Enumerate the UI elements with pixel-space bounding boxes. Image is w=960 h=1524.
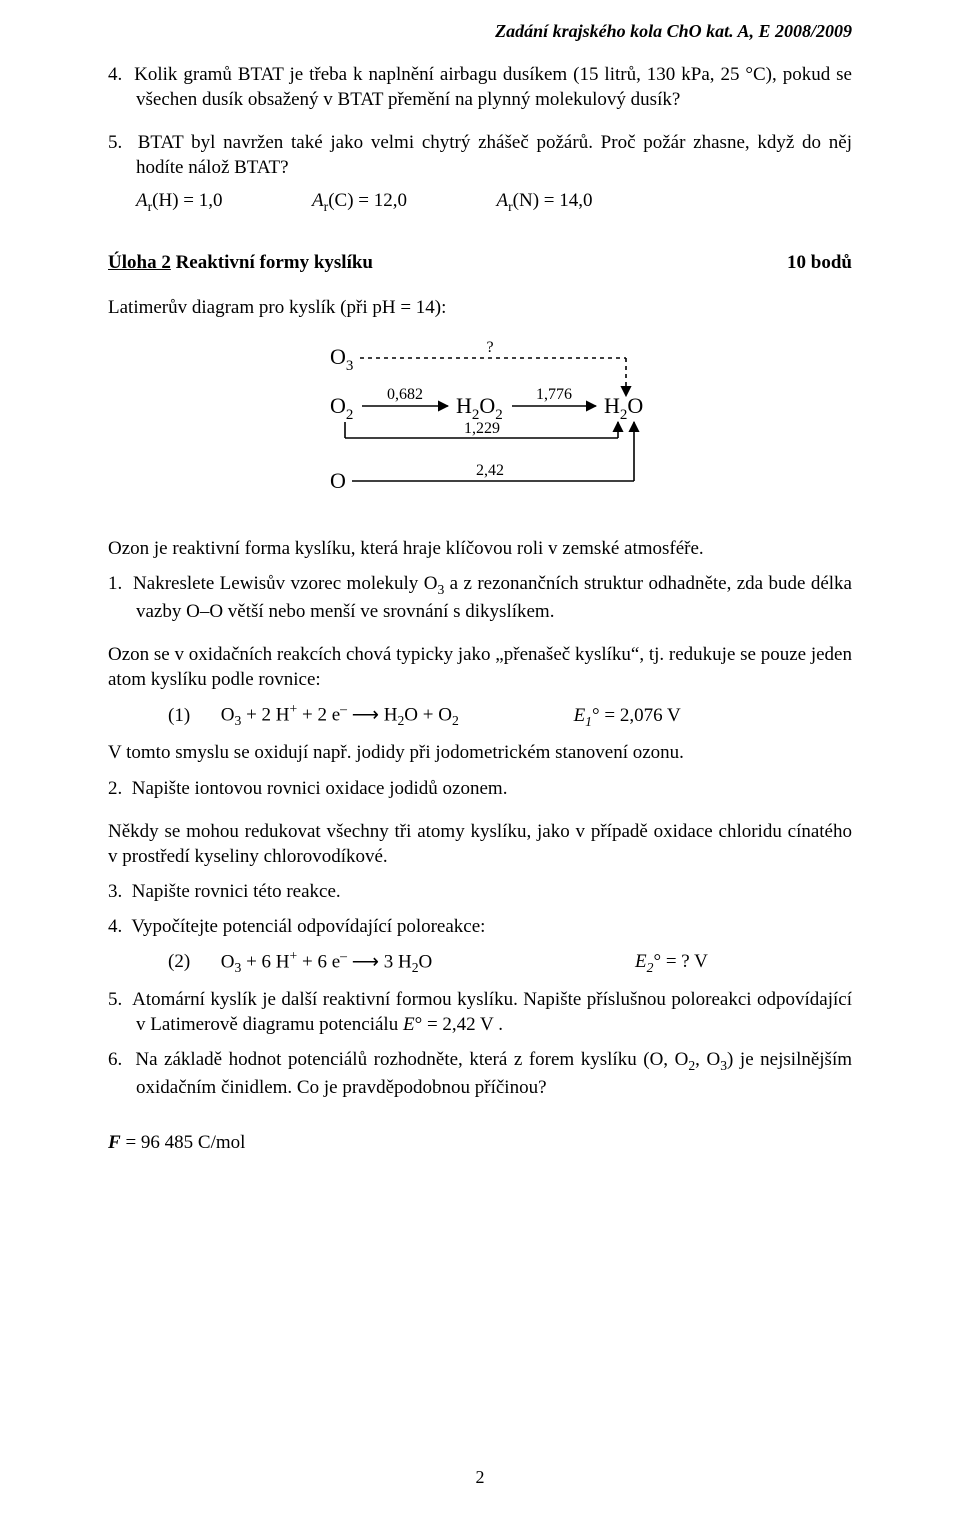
svg-text:O2: O2	[330, 393, 353, 423]
eq1-p2: + 2 e	[297, 705, 340, 726]
ar-n: (N) = 14,0	[513, 190, 593, 211]
edge-v2: 1,776	[536, 386, 572, 403]
node-h2o-o: O	[627, 393, 643, 418]
equation-2: (2) O3 + 6 H+ + 6 e– ⟶ 3 H2O E2° = ? V	[168, 947, 852, 977]
eq2-Esup: °	[653, 951, 661, 972]
latimer-caption: Latimerův diagram pro kyslík (při pH = 1…	[108, 295, 852, 320]
atomic-masses: Ar(H) = 1,0 Ar(C) = 12,0 Ar(N) = 14,0	[136, 188, 852, 216]
subq-5: 5. Atomární kyslík je další reaktivní fo…	[108, 987, 852, 1037]
svg-text:H2O2: H2O2	[456, 393, 503, 423]
equation-1: (1) O3 + 2 H+ + 2 e– ⟶ H2O + O2 E1° = 2,…	[168, 700, 852, 730]
task2-heading: Úloha 2 Reaktivní formy kyslíku 10 bodů	[108, 250, 852, 275]
q4-number: 4.	[108, 64, 122, 85]
sentence-tomto: V tomto smyslu se oxidují např. jodidy p…	[108, 740, 852, 765]
eq1-E: E	[574, 705, 586, 726]
eq1-p1: + 2 H	[241, 705, 289, 726]
eq2-eminus: –	[340, 948, 347, 963]
page: Zadání krajského kola ChO kat. A, E 2008…	[0, 0, 960, 1524]
subq2-num: 2.	[108, 778, 122, 799]
eq1-Eeq: = 2,076 V	[600, 705, 681, 726]
eq1-o2: 2	[452, 713, 459, 728]
subq6-text-b: , O	[695, 1049, 720, 1070]
subq-2: 2. Napište iontovou rovnici oxidace jodi…	[108, 776, 852, 801]
subq-6: 6. Na základě hodnot potenciálů rozhodně…	[108, 1047, 852, 1100]
eq1-Esub: 1	[585, 713, 592, 728]
subq1-text-a: Nakreslete Lewisův vzorec molekuly O	[133, 573, 437, 594]
eq1-eminus: –	[340, 701, 347, 716]
task2-underlined: Úloha 2	[108, 252, 171, 273]
subq1-num: 1.	[108, 573, 122, 594]
task2-points: 10 bodů	[787, 250, 852, 275]
ar-sym-c: A	[312, 190, 324, 211]
eq1-label: (1)	[168, 703, 216, 728]
svg-text:H2O: H2O	[604, 393, 643, 423]
subq5-E: E	[403, 1014, 415, 1035]
page-header: Zadání krajského kola ChO kat. A, E 2008…	[108, 20, 852, 44]
subq3-text: Napište rovnici této reakce.	[132, 881, 341, 902]
ar-h: (H) = 1,0	[152, 190, 222, 211]
node-h2o2-o: O	[479, 393, 495, 418]
F-rest: = 96 485 C/mol	[121, 1132, 246, 1153]
ozon-intro: Ozon je reaktivní forma kyslíku, která h…	[108, 536, 852, 561]
node-h2o-h: H	[604, 393, 620, 418]
eq2-p2: + 6 e	[297, 951, 340, 972]
eq1-Esup: °	[592, 705, 600, 726]
edge-v1: 0,682	[387, 386, 423, 403]
subq3-num: 3.	[108, 881, 122, 902]
faraday-constant: F = 96 485 C/mol	[108, 1130, 852, 1155]
node-o3-sub: 3	[346, 358, 354, 374]
edge-v3: 1,229	[464, 420, 500, 437]
eq2-h2: 2	[412, 960, 419, 975]
ar-c: (C) = 12,0	[328, 190, 407, 211]
subq-3: 3. Napište rovnici této reakce.	[108, 879, 852, 904]
node-h2o-2: 2	[620, 407, 628, 423]
eq2-E: E	[635, 951, 647, 972]
ozon-redox: Ozon se v oxidačních reakcích chová typi…	[108, 642, 852, 692]
q5-number: 5.	[108, 132, 122, 153]
latimer-diagram: O3 ? O2 0,682 H2O2 1,776 H2O 1,229 O	[108, 338, 852, 518]
subq2-text: Napište iontovou rovnici oxidace jodidů …	[132, 778, 508, 799]
subq4-text: Vypočítejte potenciál odpovídající polor…	[131, 916, 485, 937]
node-o2-sub: 2	[346, 407, 354, 423]
eq1-ofin: O + O	[404, 705, 452, 726]
subq-4: 4. Vypočítejte potenciál odpovídající po…	[108, 914, 852, 939]
eq2-p1: + 6 H	[241, 951, 289, 972]
eq2-Eeq: = ? V	[661, 951, 708, 972]
q5-text: BTAT byl navržen také jako velmi chytrý …	[136, 132, 852, 178]
subq6-text-a: Na základě hodnot potenciálů rozhodněte,…	[135, 1049, 688, 1070]
subq6-num: 6.	[108, 1049, 122, 1070]
q4-text: Kolik gramů BTAT je třeba k naplnění air…	[134, 64, 852, 110]
task2-rest: Reaktivní formy kyslíku	[171, 252, 373, 273]
node-o: O	[330, 468, 346, 493]
eq1-o: O	[221, 705, 235, 726]
eq1-arrow: ⟶ H	[347, 705, 397, 726]
subq5-text-b: = 2,42 V .	[422, 1014, 503, 1035]
node-o3: O	[330, 344, 346, 369]
node-h2o2-h: H	[456, 393, 472, 418]
ar-sym-h: A	[136, 190, 148, 211]
svg-text:O3: O3	[330, 344, 353, 374]
edge-q: ?	[486, 339, 493, 356]
eq2-arrow: ⟶ 3 H	[347, 951, 412, 972]
node-o2: O	[330, 393, 346, 418]
question-4: 4. Kolik gramů BTAT je třeba k naplnění …	[108, 62, 852, 112]
subq4-num: 4.	[108, 916, 122, 937]
ar-sym-n: A	[496, 190, 508, 211]
question-5: 5. BTAT byl navržen také jako velmi chyt…	[108, 130, 852, 180]
eq2-o: O	[221, 951, 235, 972]
eq2-ofin: O	[419, 951, 433, 972]
edge-v4: 2,42	[476, 462, 504, 479]
sentence-nekdy: Někdy se mohou redukovat všechny tři ato…	[108, 819, 852, 869]
page-number: 2	[0, 1466, 960, 1490]
subq5-num: 5.	[108, 989, 122, 1010]
eq2-label: (2)	[168, 949, 216, 974]
subq-1: 1. Nakreslete Lewisův vzorec molekuly O3…	[108, 571, 852, 624]
F-symbol: F	[108, 1132, 121, 1153]
